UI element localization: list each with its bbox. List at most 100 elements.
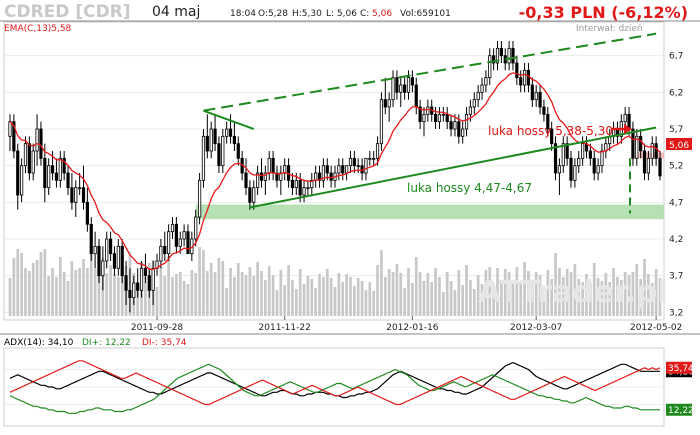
volume-bar — [414, 257, 418, 316]
candle-body — [31, 150, 35, 174]
date-tick-label: 2012-05-02 — [630, 323, 682, 333]
candle-body — [228, 128, 233, 137]
volume-bar — [368, 282, 372, 316]
volume-bar — [78, 268, 81, 316]
candle-body — [395, 77, 399, 93]
volume-bar — [12, 258, 16, 316]
candle-body — [70, 187, 74, 203]
volume-bar — [229, 268, 232, 316]
volume-bar — [565, 269, 569, 316]
candle-body — [283, 165, 287, 174]
candlesticks — [8, 41, 662, 313]
volume-bar — [306, 276, 310, 316]
volume-bar — [74, 270, 78, 316]
volume-bar — [356, 278, 360, 316]
candle-body — [635, 135, 639, 159]
volume-bar — [469, 280, 472, 316]
trend-lines — [203, 32, 657, 214]
ticker-title: CDRED [CDR] — [4, 2, 131, 22]
volume-bar — [554, 253, 557, 316]
volume-bar — [205, 271, 209, 316]
candle-body — [163, 245, 167, 255]
volume-bar — [623, 272, 627, 316]
volume-bar — [364, 290, 368, 316]
volume-bar — [561, 277, 565, 316]
candle-body — [244, 172, 248, 189]
volume-bar — [387, 269, 391, 316]
candle-body — [132, 282, 136, 299]
volume-bar — [658, 278, 662, 316]
candle-body — [50, 165, 55, 174]
volume-bar — [643, 259, 646, 316]
candle-body — [213, 128, 217, 145]
candle-body — [631, 128, 635, 159]
candle-body — [174, 223, 178, 247]
candle-body — [314, 172, 318, 181]
candle-body — [136, 282, 140, 291]
gap-label-upper: luka hossy 5,38-5,30 — [488, 124, 613, 138]
volume-bar — [186, 284, 190, 316]
volume-bar — [418, 272, 422, 316]
volume-bar — [550, 279, 554, 316]
candle-body — [646, 157, 650, 174]
candle-body — [519, 77, 523, 86]
volume-bar — [155, 287, 159, 316]
candle-body — [565, 143, 569, 159]
close-label: C: — [360, 9, 369, 19]
candle-body — [54, 172, 59, 181]
volume-bar — [225, 288, 229, 316]
volume-bar — [569, 272, 573, 316]
volume-bar — [534, 272, 538, 316]
candle-body — [592, 157, 596, 174]
trend-line — [249, 126, 657, 209]
candle-body — [561, 143, 565, 167]
candle-body — [170, 223, 175, 233]
candle-body — [20, 165, 24, 196]
low-value: L: 5,06 — [326, 9, 357, 19]
candle-body — [538, 91, 542, 108]
price-tick-label: 6,2 — [669, 88, 683, 98]
candle-body — [426, 106, 430, 115]
volume-bar — [573, 264, 577, 316]
candle-body — [352, 157, 356, 167]
candle-body — [43, 157, 47, 189]
volume-bar — [194, 273, 198, 316]
candle-body — [12, 121, 16, 152]
volume-bar — [93, 269, 97, 316]
volume-bar — [109, 265, 112, 316]
candle-body — [337, 165, 341, 174]
volume-bar — [116, 277, 120, 316]
candle-body — [449, 121, 453, 130]
candle-body — [23, 143, 28, 167]
volume-bar — [159, 267, 163, 316]
candle-body — [271, 157, 275, 174]
candle-body — [147, 275, 151, 291]
volume-bar — [585, 274, 588, 316]
price-change: -0,33 PLN (-6,12%) — [519, 3, 688, 22]
adx-legend-di-plus: DI+: 12,22 — [82, 338, 131, 348]
last-price-tag-label: 5,06 — [669, 141, 689, 151]
candle-body — [232, 135, 237, 145]
candle-body — [596, 165, 600, 174]
gap-zone-upper — [636, 152, 664, 159]
gap-label-lower: luka hossy 4,47-4,67 — [407, 181, 532, 195]
volume-bar — [345, 274, 348, 316]
candle-body — [399, 84, 403, 93]
last-price-tag — [666, 138, 692, 150]
interval-label: Interwał: dzień — [576, 24, 643, 34]
candle-body — [197, 179, 202, 218]
volume-bar — [445, 272, 449, 316]
candle-body — [329, 172, 333, 181]
candle-body — [39, 128, 43, 159]
candle-body — [387, 99, 391, 108]
volume-bar — [209, 263, 213, 316]
adx-series-line — [9, 361, 660, 399]
volume-bar — [430, 282, 434, 316]
volume-bar — [654, 269, 658, 316]
candle-body — [654, 143, 658, 159]
date-axis: 2011-09-28 2011-11-22 2012-01-16 2012-03-07… — [131, 316, 682, 333]
candle-body — [178, 238, 182, 247]
